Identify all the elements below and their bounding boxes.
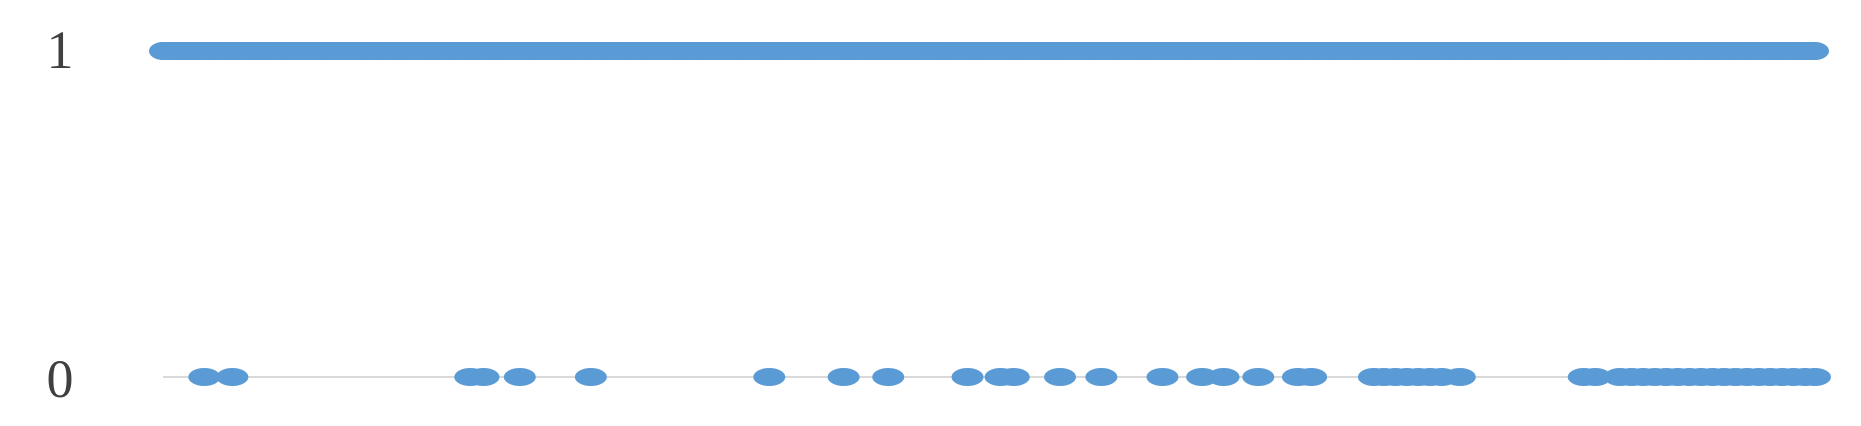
y-tick-label-0: 0 bbox=[47, 349, 74, 409]
data-point-y0 bbox=[997, 368, 1030, 386]
data-point-y0 bbox=[467, 368, 500, 386]
data-point-y0 bbox=[1146, 368, 1179, 386]
data-point-y0 bbox=[1085, 368, 1118, 386]
data-point-y0 bbox=[1579, 368, 1612, 386]
data-point-y0 bbox=[503, 368, 536, 386]
series-points-y0 bbox=[188, 368, 1831, 386]
data-point-y0 bbox=[1207, 368, 1240, 386]
data-point-y0 bbox=[951, 368, 984, 386]
data-point-y0 bbox=[753, 368, 786, 386]
data-point-y0 bbox=[872, 368, 905, 386]
data-point-y0 bbox=[827, 368, 860, 386]
series-points-y1 bbox=[149, 42, 1829, 60]
data-point-y0 bbox=[1799, 368, 1831, 386]
y-tick-label-1: 1 bbox=[47, 20, 74, 80]
y-axis-labels: 1 0 bbox=[47, 20, 74, 409]
data-point-y0 bbox=[216, 368, 249, 386]
data-point-y0 bbox=[1443, 368, 1476, 386]
data-point-y0 bbox=[574, 368, 607, 386]
data-point-y0 bbox=[1044, 368, 1077, 386]
data-point-y0 bbox=[1295, 368, 1328, 386]
data-point-y1 bbox=[1801, 42, 1829, 60]
data-point-y0 bbox=[1242, 368, 1275, 386]
data-point-y0 bbox=[188, 368, 221, 386]
